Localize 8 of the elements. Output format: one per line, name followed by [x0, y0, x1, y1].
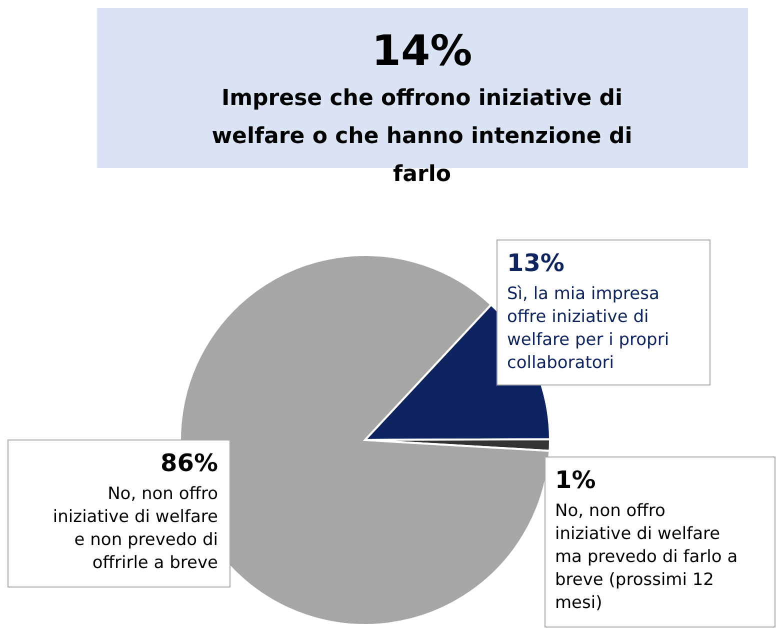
chart-subtitle: Imprese che offrono iniziative di welfare o che hanno intenzione di farlo [212, 86, 632, 187]
data-label: 86% [160, 449, 218, 477]
slice-label: No, non offro iniziative di welfare ma prevedo di farlo a breve (prossimi 12 mesi) [555, 501, 738, 613]
chart-title: 14% [372, 26, 472, 75]
slice-label: No, non offro iniziative di welfare e non prevedo di offrirle a breve [52, 484, 218, 573]
data-label: 13% [507, 249, 564, 277]
slice-label: Sì, la mia impresa offre iniziative di welfare per i propri collaboratori [507, 284, 670, 373]
data-label: 1% [555, 466, 596, 494]
